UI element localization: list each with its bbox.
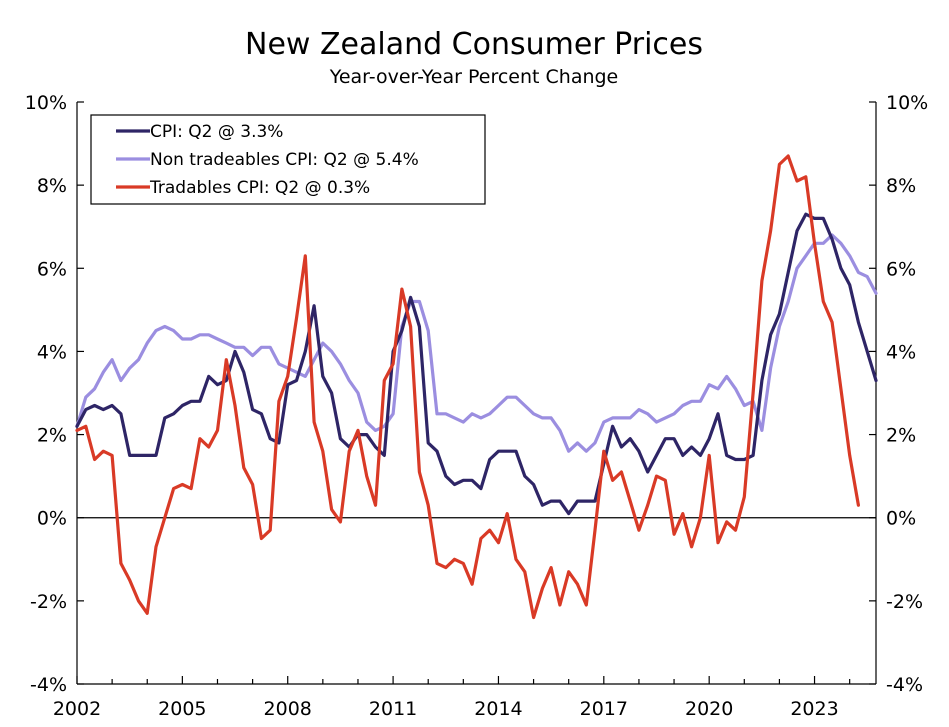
- x-tick-label: 2011: [369, 698, 417, 720]
- x-tick-label: 2002: [53, 698, 101, 720]
- y-tick-label-left: -2%: [30, 591, 67, 613]
- legend-label-tradables: Tradables CPI: Q2 @ 0.3%: [149, 178, 370, 198]
- chart-title: New Zealand Consumer Prices: [245, 27, 703, 62]
- x-tick-label: 2023: [790, 698, 838, 720]
- non-tradeables-line: [75, 233, 878, 453]
- x-tick-label: 2014: [474, 698, 522, 720]
- legend: CPI: Q2 @ 3.3% Non tradeables CPI: Q2 @ …: [90, 114, 486, 205]
- x-tick-label: 2017: [580, 698, 628, 720]
- legend-label-non-tradeables: Non tradeables CPI: Q2 @ 5.4%: [150, 150, 419, 170]
- y-tick-label-left: 8%: [37, 175, 67, 197]
- y-tick-label-right: 6%: [886, 258, 916, 280]
- axes: -4% -4% -2% -2% 0% 0% 2% 2% 4% 4% 6% 6% 8% 8% 10% 10% 20…: [25, 92, 928, 720]
- y-tick-label-left: -4%: [30, 674, 67, 696]
- y-tick-label-right: 10%: [886, 92, 928, 114]
- series-layer: [75, 154, 878, 620]
- x-tick-label: 2005: [158, 698, 206, 720]
- y-tick-label-left: 0%: [37, 508, 67, 530]
- y-tick-label-left: 10%: [25, 92, 67, 114]
- tradables-line: [75, 154, 861, 620]
- y-tick-label-right: 2%: [886, 425, 916, 447]
- y-tick-label-right: -4%: [886, 674, 923, 696]
- y-tick-label-right: 4%: [886, 341, 916, 363]
- y-tick-label-left: 6%: [37, 258, 67, 280]
- legend-label-cpi: CPI: Q2 @ 3.3%: [150, 122, 283, 142]
- y-tick-label-right: 8%: [886, 175, 916, 197]
- y-tick-label-right: -2%: [886, 591, 923, 613]
- cpi-line: [75, 212, 878, 516]
- chart-subtitle: Year-over-Year Percent Change: [329, 66, 619, 88]
- x-tick-label: 2008: [264, 698, 312, 720]
- legend-box: [90, 114, 486, 205]
- x-tick-label: 2020: [685, 698, 733, 720]
- y-tick-label-left: 2%: [37, 425, 67, 447]
- y-tick-label-left: 4%: [37, 341, 67, 363]
- y-tick-label-right: 0%: [886, 508, 916, 530]
